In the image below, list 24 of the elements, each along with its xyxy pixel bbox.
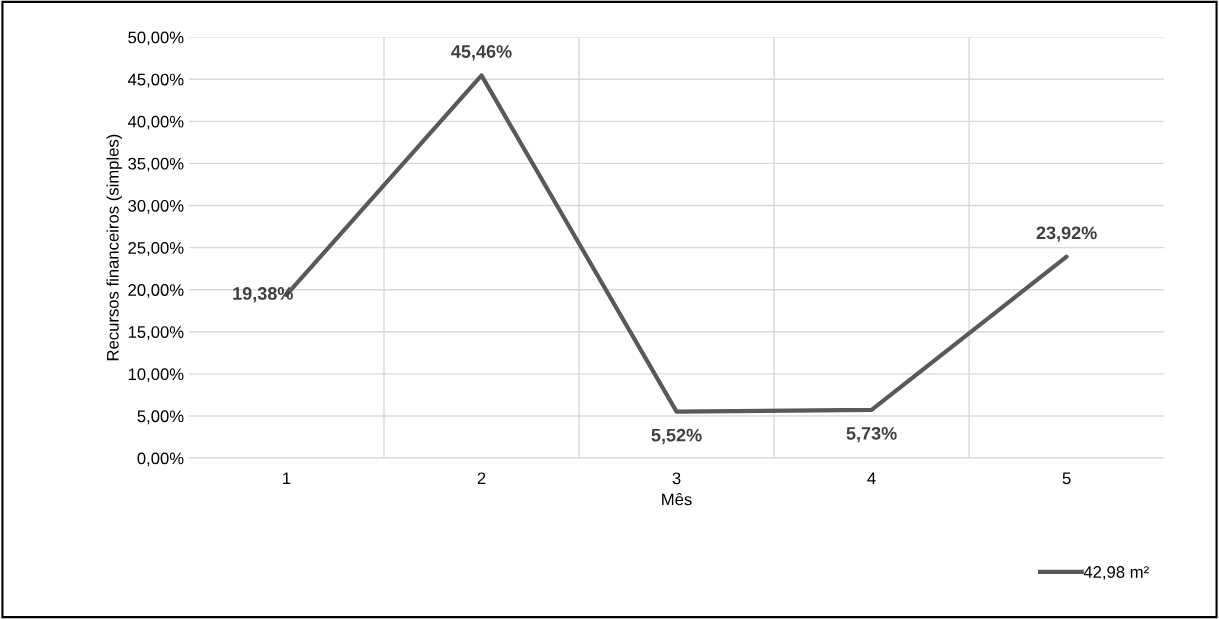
x-tick-label: 2: [477, 472, 486, 485]
y-tick-label: 25,00%: [128, 242, 184, 256]
y-tick-label: 0,00%: [137, 452, 184, 467]
data-label: 19,38%: [233, 287, 293, 303]
x-tick-label: 5: [1062, 472, 1071, 485]
y-tick-label: 30,00%: [128, 199, 184, 214]
y-axis-title: Recursos financeiros (simples): [106, 134, 122, 361]
y-tick-label: 10,00%: [128, 368, 184, 383]
data-label: 5,52%: [651, 428, 702, 445]
x-tick-label: 4: [867, 472, 876, 485]
y-tick-label: 5,00%: [137, 410, 184, 425]
y-tick-label: 15,00%: [128, 326, 184, 340]
data-label: 45,46%: [451, 45, 512, 61]
legend-label: 42,98 m²: [1083, 566, 1149, 580]
data-label: 5,73%: [846, 426, 897, 443]
y-tick-label: 45,00%: [127, 73, 184, 88]
x-tick-label: 3: [672, 472, 681, 485]
x-tick-label: 1: [283, 472, 291, 485]
x-axis-title: Mês: [662, 492, 692, 506]
y-tick-label: 50,00%: [128, 31, 184, 46]
y-tick-label: 35,00%: [128, 157, 184, 172]
y-tick-label: 40,00%: [127, 115, 184, 130]
y-tick-label: 20,00%: [128, 284, 184, 298]
data-label: 23,92%: [1036, 226, 1097, 242]
